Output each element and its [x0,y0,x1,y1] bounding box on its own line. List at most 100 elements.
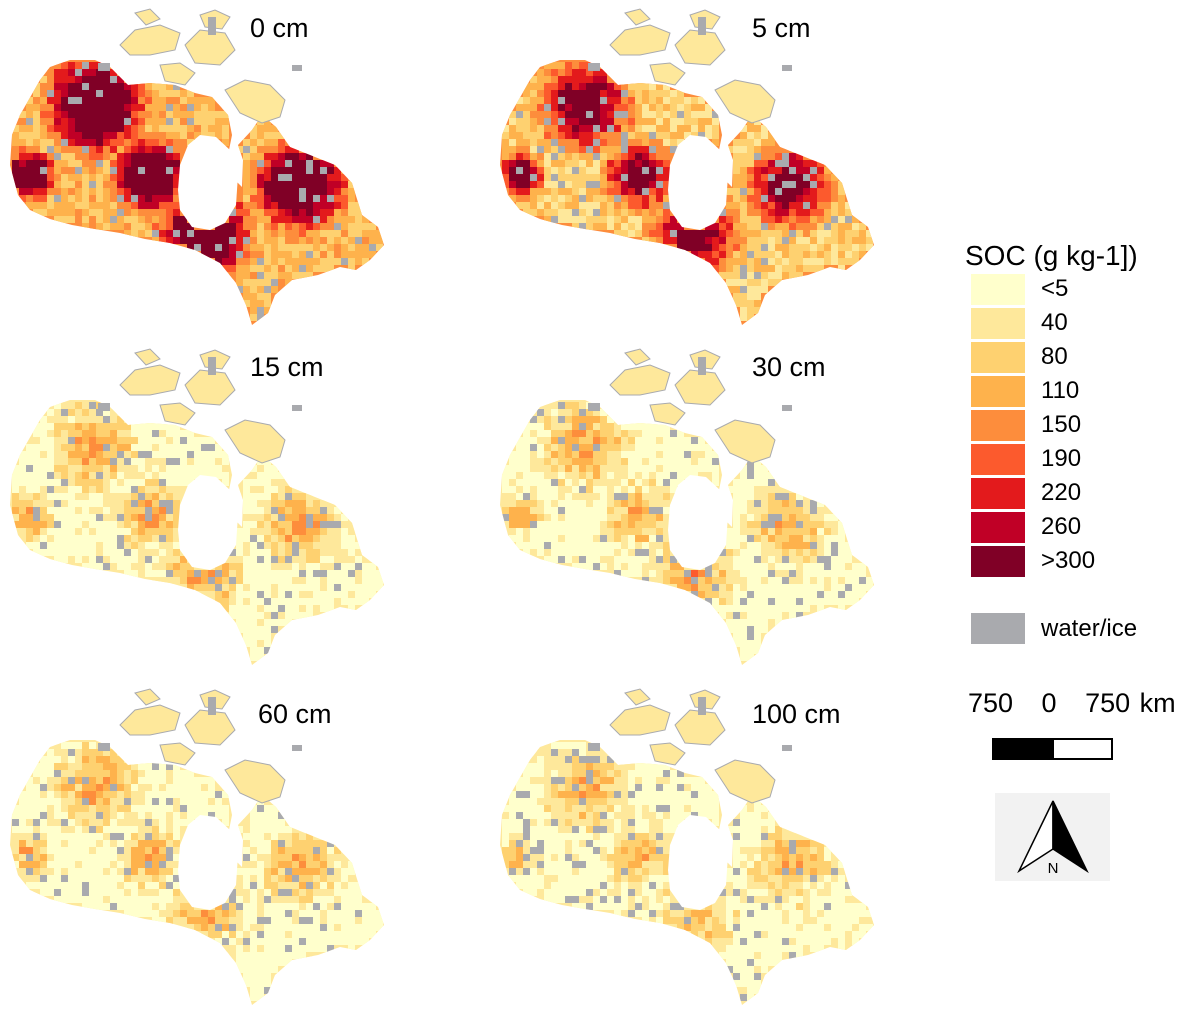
north-letter: N [1048,860,1059,877]
legend-class-row: 220 [965,476,1195,510]
ice-patch [588,63,600,71]
panel-title-100cm: 100 cm [752,699,841,729]
legend-swatch [971,342,1025,373]
ice-patch [698,697,706,715]
hudson-bay [668,815,728,910]
soc-raster [12,402,383,661]
ice-patch [208,357,216,375]
arctic-island [674,369,726,406]
scale-bar [992,738,1113,760]
ice-patch [98,403,110,411]
hudson-bay [178,475,238,570]
arctic-island [649,742,686,766]
north-arrow-icon: N [1017,800,1089,877]
legend-class-label: 80 [1041,343,1068,370]
ice-patch [208,697,216,715]
legend-swatch [971,410,1025,441]
ice-patch [98,63,110,71]
panel-title-60cm: 60 cm [258,699,332,729]
arctic-island [134,8,161,26]
hudson-bay [178,135,238,230]
legend-class-label: 110 [1041,377,1080,404]
panel-title-30cm: 30 cm [752,352,826,382]
arctic-island [649,62,686,86]
arctic-island [674,29,726,66]
legend-class-label: 260 [1041,513,1082,540]
legend-swatch [971,512,1025,543]
ice-patch [698,17,706,35]
arctic-island [119,704,181,736]
arctic-island [134,348,161,366]
arctic-island [609,24,671,56]
arctic-island [159,62,196,86]
legend-class-label: 190 [1041,445,1082,472]
legend-class-row: 260 [965,510,1195,544]
ice-patch [292,65,302,71]
map-panel-15cm: 15 cm [0,345,470,675]
arctic-island [159,402,196,426]
arctic-island [609,364,671,396]
ice-patch [98,743,110,751]
canada-map-15cm [10,348,384,665]
legend-swatch [971,444,1025,475]
panel-title-5cm: 5 cm [752,13,811,43]
legend-class-row: >300 [965,544,1195,578]
arctic-island [224,79,286,124]
arctic-island [714,759,776,804]
ice-patch [588,403,600,411]
arctic-island [714,419,776,464]
arctic-island [184,709,236,746]
soc-legend: SOC (g kg-1]) <5 40 80 110 150 190 220 260 >300 [965,240,1195,578]
canada-map-100cm [500,688,874,1005]
panel-title-15cm: 15 cm [250,352,324,382]
legend-class-label: 220 [1041,479,1082,506]
arctic-island [674,709,726,746]
legend-class-label: 150 [1041,411,1082,438]
ice-patch [782,745,792,751]
legend-swatch [971,308,1025,339]
legend-swatch [971,274,1025,305]
canada-map-30cm [500,348,874,665]
soc-raster [502,742,873,1001]
water-ice-label: water/ice [1041,615,1138,642]
hudson-bay [668,135,728,230]
hudson-bay [178,815,238,910]
arctic-island [624,348,651,366]
arctic-island [119,24,181,56]
legend-class-row: 40 [965,306,1195,340]
ice-patch [292,405,302,411]
map-panel-100cm: 100 cm [490,685,960,1015]
arctic-island [609,704,671,736]
scale-bar-label: 750 0 750 km [968,688,1176,718]
legend-class-row: 80 [965,340,1195,374]
legend-class-row: 110 [965,374,1195,408]
ice-patch [292,745,302,751]
legend-swatch [971,478,1025,509]
north-arrow: N [995,793,1110,881]
soc-raster [12,742,383,1001]
legend-class-label: 40 [1041,309,1068,336]
soc-raster [502,62,873,321]
map-panel-60cm: 60 cm [0,685,470,1015]
legend-class-row: <5 [965,272,1195,306]
arctic-island [224,759,286,804]
map-panel-0cm: 0 cm [0,5,470,335]
canada-map-60cm [10,688,384,1005]
legend-swatch [971,546,1025,577]
ice-patch [698,357,706,375]
legend-class-label: <5 [1041,275,1069,302]
canada-map-0cm [10,8,384,325]
legend-title: SOC (g kg-1]) [965,240,1138,271]
map-panel-30cm: 30 cm [490,345,960,675]
hudson-bay [668,475,728,570]
legend-class-label: >300 [1041,547,1096,574]
ice-patch [782,405,792,411]
panel-title-0cm: 0 cm [250,13,309,43]
arctic-island [134,688,161,706]
arctic-island [119,364,181,396]
legend-class-list: <5 40 80 110 150 190 220 260 >300 [965,272,1195,578]
arctic-island [624,688,651,706]
legend-swatch [971,376,1025,407]
arctic-island [184,369,236,406]
arctic-island [624,8,651,26]
